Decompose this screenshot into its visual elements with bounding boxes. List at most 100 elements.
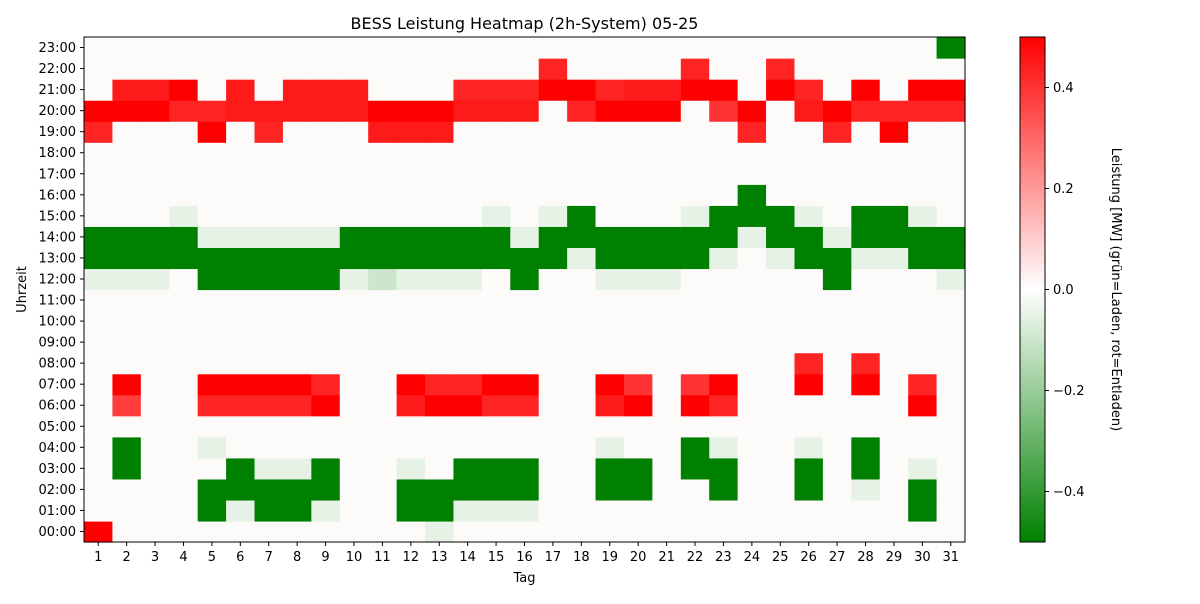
heatmap-cell xyxy=(510,163,540,185)
heatmap-cell xyxy=(936,247,966,270)
heatmap-cell xyxy=(339,247,369,270)
heatmap-cell xyxy=(510,289,540,312)
heatmap-cell xyxy=(538,100,568,122)
heatmap-cell xyxy=(368,226,398,249)
heatmap-cell xyxy=(254,394,284,417)
heatmap-cell xyxy=(339,226,369,249)
heatmap-cell xyxy=(311,478,341,501)
heatmap-cell xyxy=(311,100,341,122)
heatmap-cell xyxy=(794,226,824,249)
heatmap-cell xyxy=(652,436,682,459)
y-tick-label: 05:00 xyxy=(39,420,76,435)
heatmap-cell xyxy=(311,163,341,185)
heatmap-cell xyxy=(140,226,170,249)
heatmap-cell xyxy=(226,268,256,291)
heatmap-cell xyxy=(481,499,511,522)
heatmap-cell xyxy=(396,436,426,459)
heatmap-cell xyxy=(311,310,341,333)
heatmap-cell xyxy=(737,100,767,122)
y-axis-ticks: 00:00 01:00 02:00 03:00 04:00 05:00 06:00 07:00… xyxy=(39,41,84,540)
heatmap-cell xyxy=(112,163,142,185)
x-tick-label: 5 xyxy=(208,550,216,565)
heatmap-cell xyxy=(737,268,767,291)
heatmap-cell xyxy=(737,226,767,249)
heatmap-cell xyxy=(481,352,511,375)
heatmap-cell xyxy=(709,58,739,80)
heatmap-cell xyxy=(709,457,739,480)
heatmap-cell xyxy=(680,373,710,396)
heatmap-cell xyxy=(908,352,938,375)
heatmap-cell xyxy=(226,79,256,101)
heatmap-cell xyxy=(453,121,483,143)
x-tick-label: 8 xyxy=(293,550,301,565)
heatmap-cell xyxy=(908,100,938,122)
heatmap-cell xyxy=(282,352,312,375)
heatmap-cell xyxy=(623,268,653,291)
heatmap-cell xyxy=(254,478,284,501)
heatmap-cell xyxy=(908,478,938,501)
heatmap-cell xyxy=(879,394,909,417)
heatmap-cell xyxy=(567,100,597,122)
heatmap-cell xyxy=(936,436,966,459)
heatmap-cell xyxy=(766,58,796,80)
colorbar-tick-label: 0.4 xyxy=(1053,81,1074,96)
heatmap-cell xyxy=(339,457,369,480)
heatmap-cell xyxy=(595,142,625,164)
heatmap-cell xyxy=(680,394,710,417)
heatmap-cell xyxy=(84,226,114,249)
heatmap-cell xyxy=(766,310,796,333)
heatmap-cell xyxy=(112,247,142,270)
heatmap-cell xyxy=(567,394,597,417)
heatmap-cell xyxy=(567,247,597,270)
heatmap-cell xyxy=(282,499,312,522)
x-tick-label: 29 xyxy=(886,550,903,565)
heatmap-cell xyxy=(226,352,256,375)
heatmap-cell xyxy=(794,310,824,333)
heatmap-cell xyxy=(680,247,710,270)
heatmap-cell xyxy=(368,415,398,438)
heatmap-cell xyxy=(652,184,682,206)
heatmap-cell xyxy=(254,373,284,396)
heatmap-cell xyxy=(226,163,256,185)
heatmap-cell xyxy=(453,520,483,543)
heatmap-cell xyxy=(368,394,398,417)
heatmap-cell xyxy=(879,499,909,522)
heatmap-cell xyxy=(169,436,199,459)
heatmap-cell xyxy=(169,478,199,501)
x-tick-label: 23 xyxy=(715,550,732,565)
heatmap-cell xyxy=(652,373,682,396)
heatmap-cell xyxy=(879,37,909,59)
heatmap-cell xyxy=(936,373,966,396)
heatmap-cell xyxy=(766,415,796,438)
heatmap-cell xyxy=(623,520,653,543)
heatmap-cell xyxy=(84,184,114,206)
heatmap-cell xyxy=(737,310,767,333)
heatmap-cell xyxy=(197,184,227,206)
heatmap-cell xyxy=(595,37,625,59)
heatmap-cell xyxy=(936,310,966,333)
heatmap-cell xyxy=(84,520,114,543)
heatmap-cell xyxy=(282,142,312,164)
heatmap-cell xyxy=(84,499,114,522)
heatmap-cell xyxy=(84,37,114,59)
heatmap-cell xyxy=(936,58,966,80)
heatmap-cell xyxy=(453,142,483,164)
heatmap-cell xyxy=(908,415,938,438)
heatmap-cell xyxy=(538,415,568,438)
heatmap-cell xyxy=(112,100,142,122)
heatmap-cell xyxy=(652,37,682,59)
heatmap-cell xyxy=(169,79,199,101)
heatmap-cell xyxy=(339,121,369,143)
heatmap-cell xyxy=(311,184,341,206)
heatmap-cell xyxy=(908,289,938,312)
heatmap-cell xyxy=(936,457,966,480)
heatmap-cell xyxy=(794,268,824,291)
heatmap-cell xyxy=(169,352,199,375)
heatmap-cell xyxy=(396,520,426,543)
heatmap-cell xyxy=(623,373,653,396)
heatmap-cell xyxy=(822,289,852,312)
heatmap-cell xyxy=(538,289,568,312)
heatmap-cell xyxy=(481,37,511,59)
heatmap-cell xyxy=(339,310,369,333)
